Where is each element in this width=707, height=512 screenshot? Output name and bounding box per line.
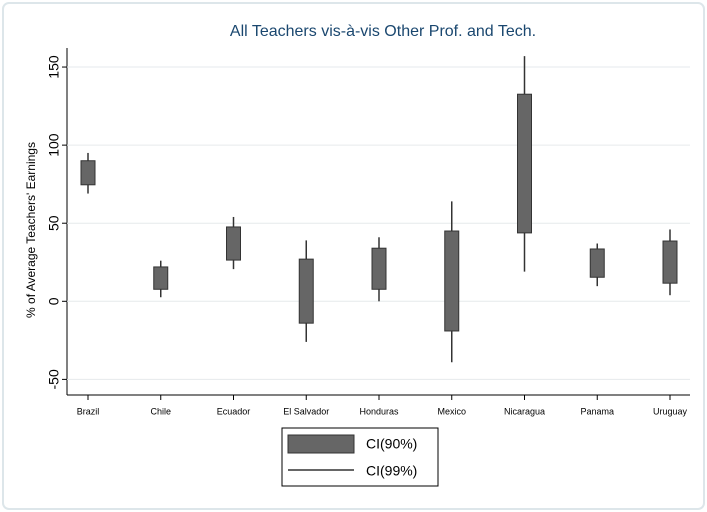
- x-tick-label: Mexico: [437, 406, 466, 416]
- plot-area: [67, 48, 690, 395]
- range-bar: [153, 266, 169, 290]
- x-tick-label: Brazil: [77, 406, 100, 416]
- y-tick-label: -50: [46, 369, 62, 389]
- range-bar: [662, 240, 678, 284]
- chart-title: All Teachers vis-à-vis Other Prof. and T…: [230, 23, 536, 40]
- y-tick-label: 50: [46, 215, 62, 231]
- y-tick-label: 100: [46, 133, 62, 157]
- legend-swatch: [287, 434, 355, 454]
- range-bar: [298, 258, 314, 324]
- x-tick-label: Chile: [150, 406, 171, 416]
- range-bar: [80, 160, 96, 186]
- range-bar: [589, 248, 605, 278]
- x-tick-label: El Salvador: [283, 406, 329, 416]
- x-tick-label: Panama: [580, 406, 614, 416]
- range-bar: [371, 247, 387, 290]
- x-tick-label: Nicaragua: [504, 406, 545, 416]
- y-tick-label: 0: [46, 297, 62, 305]
- x-tick-label: Uruguay: [653, 406, 688, 416]
- legend-label: CI(99%): [366, 463, 417, 479]
- range-bar: [226, 226, 241, 261]
- range-bar: [517, 93, 532, 234]
- y-axis-label: % of Average Teachers' Earnings: [24, 142, 38, 318]
- legend-label: CI(90%): [366, 436, 417, 452]
- x-tick-label: Ecuador: [217, 406, 251, 416]
- x-tick-label: Honduras: [359, 406, 399, 416]
- y-tick-label: 150: [46, 55, 62, 79]
- range-bar: [444, 230, 460, 332]
